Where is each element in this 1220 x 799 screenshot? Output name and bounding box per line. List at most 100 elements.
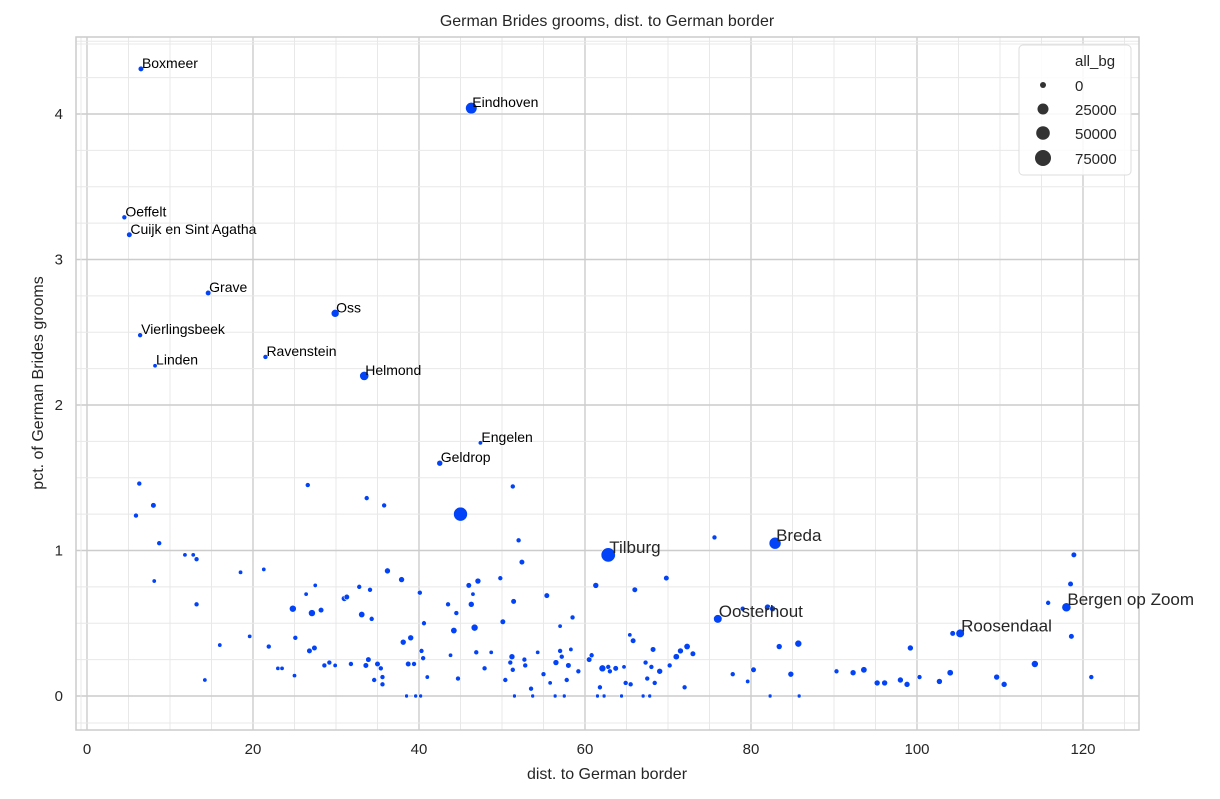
data-point [465, 582, 472, 589]
point-label: Tilburg [609, 538, 660, 557]
data-point [775, 643, 783, 650]
data-point [420, 655, 426, 661]
data-point [672, 653, 680, 661]
x-tick-label: 0 [83, 741, 91, 758]
data-point [598, 664, 607, 673]
data-point [597, 684, 603, 691]
data-point [497, 575, 504, 581]
data-point [767, 693, 773, 699]
data-point [630, 637, 637, 644]
legend-marker [1035, 150, 1051, 166]
data-point [343, 593, 350, 601]
data-point [499, 618, 506, 625]
data-point [467, 601, 475, 608]
data-point [1068, 633, 1075, 640]
data-point [860, 666, 868, 674]
y-tick-label: 2 [55, 397, 63, 414]
point-label: Oeffelt [125, 203, 166, 219]
labeled-data-point [330, 309, 340, 318]
data-point [448, 652, 454, 658]
data-point [488, 649, 494, 655]
point-label: Boxmeer [142, 55, 198, 71]
data-point [332, 662, 338, 668]
data-point [421, 620, 427, 627]
data-point [588, 652, 595, 659]
data-point [374, 660, 381, 668]
labeled-data-point [465, 102, 478, 115]
data-point [190, 552, 196, 558]
data-point [569, 614, 576, 621]
data-point [607, 668, 613, 675]
data-point [405, 660, 412, 668]
data-point [326, 659, 333, 666]
data-point [565, 662, 572, 669]
data-point [1070, 551, 1077, 558]
legend-label: 75000 [1075, 151, 1117, 168]
labeled-data-point [713, 614, 723, 624]
data-point [558, 653, 565, 660]
data-point [849, 669, 857, 677]
data-point [1088, 674, 1095, 680]
data-point [552, 693, 558, 699]
data-point [312, 582, 318, 588]
data-point [936, 678, 943, 685]
point-label: Breda [776, 526, 822, 545]
data-point [455, 675, 461, 682]
data-point [711, 534, 718, 541]
labeled-data-point [126, 231, 133, 238]
data-point [279, 665, 285, 671]
data-point [729, 671, 736, 677]
legend-box [1018, 44, 1132, 176]
data-point [543, 592, 550, 599]
data-point [949, 630, 956, 637]
point-label: Geldrop [441, 449, 491, 465]
legend-label: 50000 [1075, 126, 1117, 143]
y-tick-label: 4 [55, 106, 63, 123]
data-point [365, 656, 372, 663]
data-point [649, 646, 657, 653]
data-point [568, 646, 574, 652]
data-point [473, 649, 480, 656]
plot-frame [75, 36, 1140, 731]
data-point [739, 605, 746, 612]
data-point [557, 648, 563, 654]
legend-label: 0 [1075, 78, 1083, 95]
data-point [275, 665, 281, 671]
data-point [306, 647, 313, 654]
data-point [575, 668, 582, 675]
data-point [453, 506, 468, 522]
data-point [648, 664, 655, 670]
labeled-data-point [955, 628, 965, 639]
data-point [404, 693, 409, 699]
point-label: Linden [156, 352, 198, 368]
data-point [612, 665, 619, 672]
data-point [381, 502, 387, 509]
legend-entries: 0 25000 50000 75000 [1035, 78, 1117, 168]
data-point [378, 665, 384, 672]
data-point [502, 677, 509, 683]
labeled-data-point [477, 440, 483, 446]
data-point [510, 598, 517, 605]
data-point [586, 656, 593, 663]
data-point [601, 693, 607, 699]
data-point [557, 623, 563, 629]
data-point [182, 552, 188, 558]
data-point [666, 662, 673, 669]
chart-title: German Brides grooms, dist. to German bo… [440, 13, 775, 30]
data-point [445, 601, 451, 608]
data-point [689, 650, 697, 657]
x-tick-label: 20 [245, 741, 262, 758]
y-axis-ticks: 0 1 2 3 4 [55, 106, 63, 705]
legend-label: 25000 [1075, 102, 1117, 119]
data-point [873, 679, 881, 687]
data-point [1031, 660, 1039, 668]
data-point [151, 578, 157, 584]
x-tick-label: 60 [577, 741, 594, 758]
data-point [384, 567, 391, 575]
x-tick-label: 40 [411, 741, 428, 758]
data-point [509, 483, 516, 490]
data-point [470, 591, 476, 597]
labeled-data-point [768, 536, 782, 550]
data-point [247, 633, 253, 639]
data-point [348, 661, 354, 667]
